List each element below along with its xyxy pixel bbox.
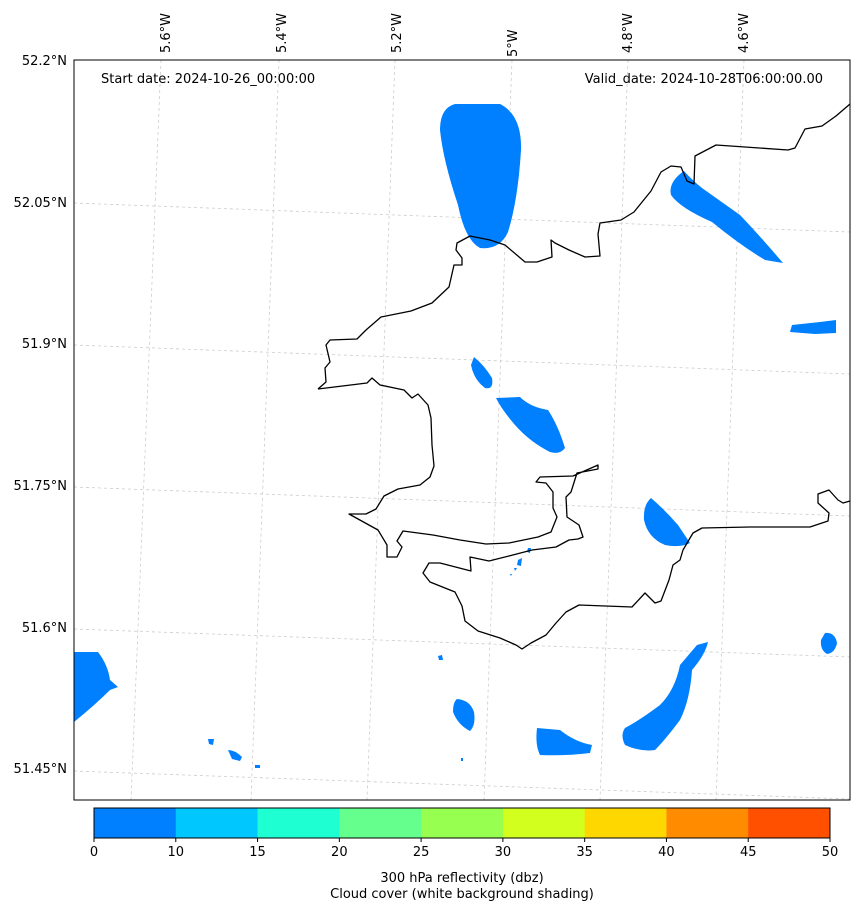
colorbar-segment	[748, 808, 831, 838]
cloud-cell-south-small	[453, 699, 475, 731]
lat-label: 51.6°N	[22, 621, 67, 636]
meridian-4.8W	[599, 59, 629, 801]
meridian-5.2W	[366, 59, 396, 801]
colorbar-segment	[421, 808, 504, 838]
colorbar-segment	[175, 808, 259, 838]
colorbar-tick-label: 50	[822, 845, 839, 860]
cloud-cell-west	[74, 652, 118, 722]
lon-label: 5.4°W	[275, 13, 290, 53]
lat-label: 51.45°N	[14, 762, 67, 777]
latitude-labels: 52.2°N 52.05°N 51.9°N 51.75°N 51.6°N 51.…	[14, 54, 67, 777]
colorbar-border	[93, 807, 831, 839]
cloud-cell-center	[496, 397, 565, 453]
cloud-cell-north	[440, 104, 522, 249]
longitude-labels: 5.6°W 5.4°W 5.2°W 5°W 4.8°W 4.6°W	[159, 13, 752, 57]
colorbar-caption: 300 hPa reflectivity (dbz) Cloud cover (…	[0, 871, 859, 903]
cloud-cell-southeast	[643, 498, 690, 547]
coastline-south	[317, 377, 851, 650]
meridian-4.6W	[715, 59, 745, 801]
cloud-fleck-8	[514, 568, 517, 571]
cloud-fleck-7	[517, 558, 522, 566]
meridian-5.4W	[250, 59, 280, 801]
colorbar-tick-label: 10	[168, 845, 185, 860]
cloud-cell-south-large	[622, 642, 708, 751]
colorbar: 0 10 15 20 25 30 35 40 45 50	[90, 807, 839, 860]
colorbar-tick-label: 40	[658, 845, 675, 860]
meridian-5.6W	[130, 59, 162, 801]
cloud-fleck-9	[510, 574, 512, 576]
parallel-51.45N	[73, 770, 851, 800]
colorbar-tick-label: 35	[576, 845, 593, 860]
cloud-fleck-3	[255, 765, 260, 768]
cloud-fleck-4	[438, 655, 443, 660]
colorbar-tick-label: 20	[331, 845, 348, 860]
lat-label: 52.05°N	[14, 196, 67, 211]
colorbar-segment	[339, 808, 422, 838]
cloud-cell-east	[790, 320, 836, 334]
colorbar-segment	[502, 808, 586, 838]
cloud-cell-south	[536, 728, 592, 756]
lon-label: 4.8°W	[621, 13, 636, 53]
cloud-fleck-2	[228, 750, 242, 761]
parallel-51.75N	[73, 486, 851, 517]
coastlines	[317, 103, 851, 650]
valid-date-label: Valid_date: 2024-10-28T06:00:00.00	[585, 72, 823, 87]
cloud-cell-small-center	[471, 357, 493, 389]
start-date-label: Start date: 2024-10-26_00:00:00	[101, 72, 315, 87]
cloud-cell-far-east	[820, 632, 837, 654]
lon-label: 5.2°W	[390, 13, 405, 53]
parallel-51.9N	[73, 344, 851, 375]
colorbar-label-line1: 300 hPa reflectivity (dbz)	[380, 871, 544, 886]
lon-label: 4.6°W	[737, 13, 752, 53]
colorbar-segment	[257, 808, 340, 838]
colorbar-tick-label: 30	[495, 845, 512, 860]
colorbar-tick-label: 45	[740, 845, 757, 860]
colorbar-segment	[584, 808, 667, 838]
lon-label: 5.6°W	[159, 13, 174, 53]
cloud-fleck-5	[461, 758, 463, 761]
reflectivity-areas	[74, 104, 837, 768]
cloud-cell-northeast	[670, 171, 783, 263]
colorbar-segment	[666, 808, 749, 838]
map-frame	[73, 59, 851, 801]
lon-label: 5°W	[506, 29, 521, 57]
colorbar-tick-label: 25	[413, 845, 430, 860]
colorbar-label-line2: Cloud cover (white background shading)	[330, 887, 594, 902]
lat-label: 51.75°N	[14, 479, 67, 494]
coastline-north	[317, 103, 851, 390]
colorbar-tick-label: 0	[90, 845, 98, 860]
lat-label: 51.9°N	[22, 337, 67, 352]
lat-label: 52.2°N	[22, 54, 67, 69]
colorbar-tick-label: 15	[249, 845, 266, 860]
cloud-fleck-1	[208, 739, 214, 745]
parallel-51.6N	[73, 628, 851, 658]
colorbar-segment	[94, 808, 177, 838]
